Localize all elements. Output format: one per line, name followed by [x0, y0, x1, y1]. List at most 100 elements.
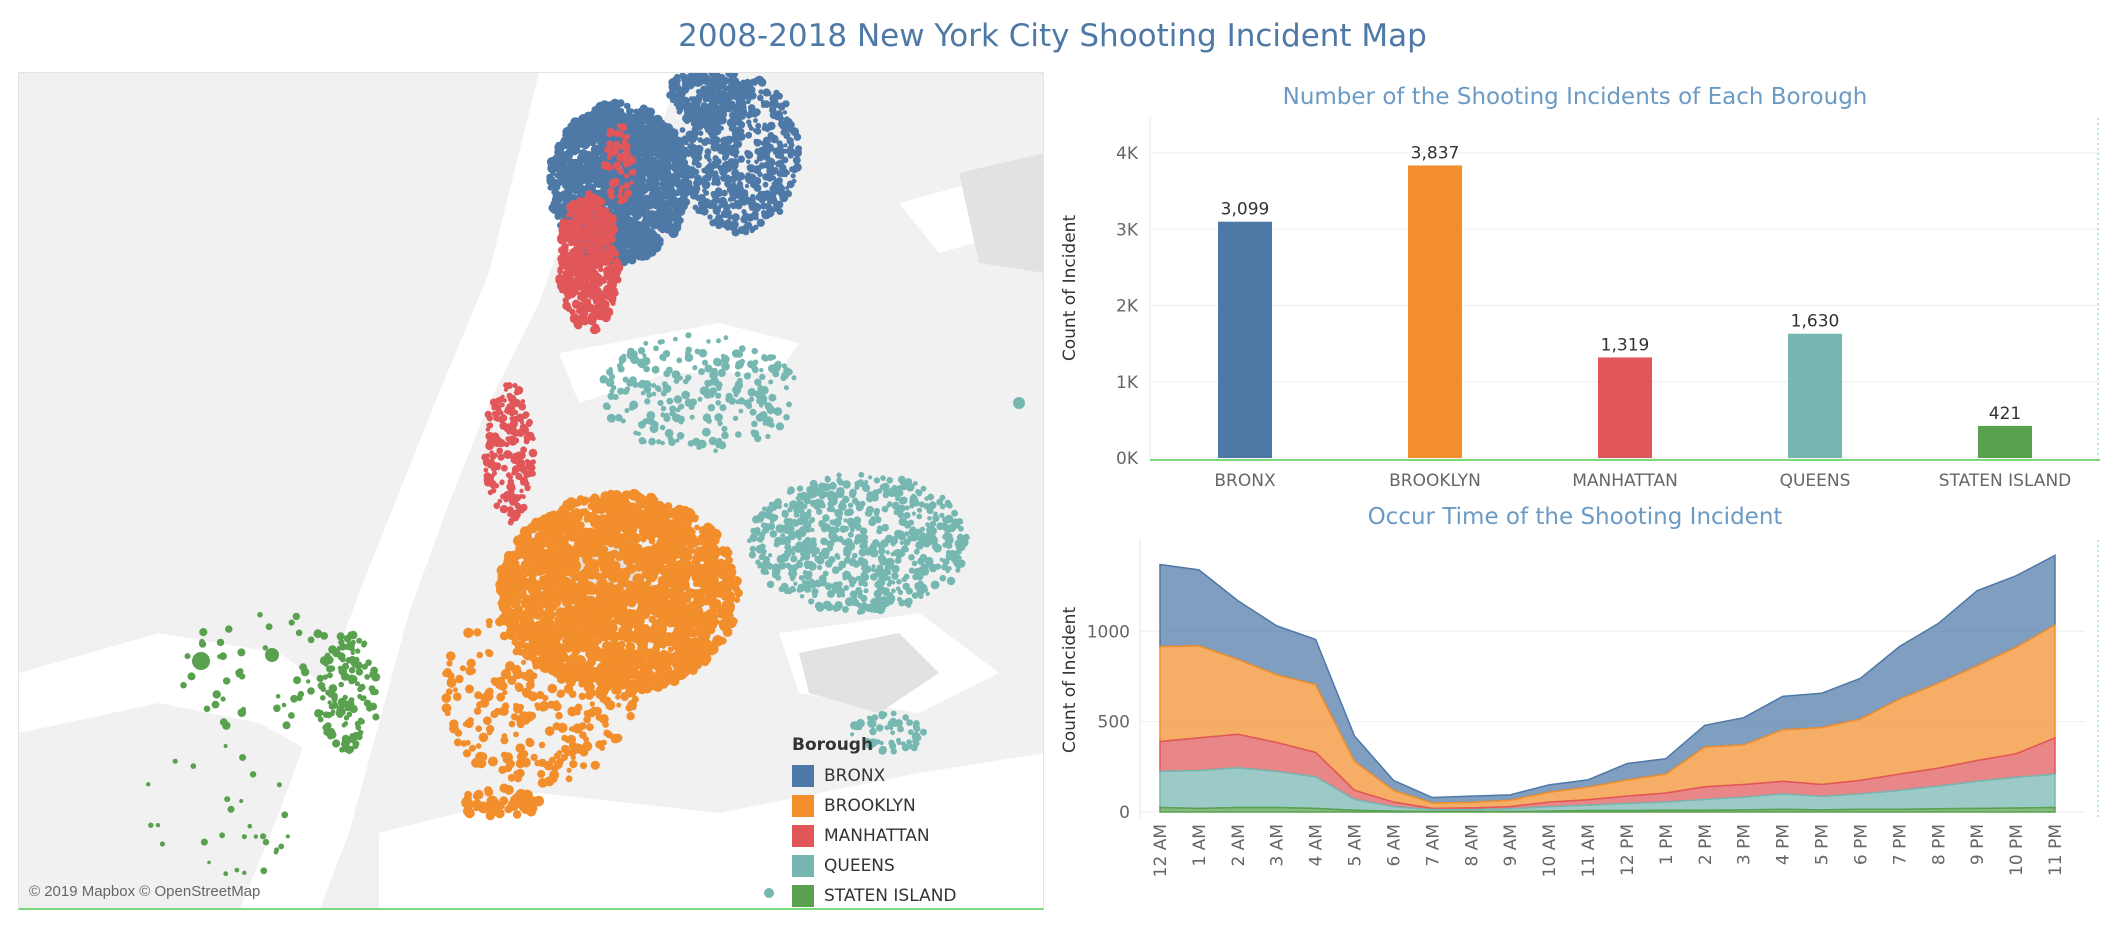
incident-point	[658, 122, 668, 131]
incident-point	[597, 177, 607, 187]
incident-point	[786, 137, 794, 145]
incident-point	[669, 213, 677, 222]
incident-point	[547, 584, 558, 595]
incident-point	[494, 483, 500, 489]
incident-point	[607, 489, 615, 498]
incident-point	[624, 143, 631, 149]
incident-point	[611, 295, 617, 301]
incident-point	[453, 738, 462, 747]
incident-point	[564, 184, 570, 190]
incident-point	[513, 389, 520, 396]
incident-point	[762, 181, 769, 188]
incident-point	[757, 171, 763, 178]
incident-point	[694, 524, 700, 531]
incident-point	[637, 183, 646, 191]
incident-point	[606, 140, 613, 147]
incident-point	[657, 660, 666, 669]
incident-point	[720, 141, 728, 150]
incident-point	[717, 94, 723, 100]
incident-point	[644, 159, 651, 167]
incident-point	[507, 675, 517, 685]
incident-point	[541, 523, 551, 533]
incident-point	[571, 171, 579, 179]
incident-point	[547, 184, 554, 191]
incident-point	[701, 138, 709, 146]
incident-point	[623, 594, 634, 605]
incident-point	[687, 183, 693, 189]
incident-point	[702, 73, 709, 80]
incident-point	[649, 219, 660, 230]
incident-point	[626, 712, 635, 721]
incident-point	[704, 524, 716, 536]
incident-point	[512, 430, 519, 437]
incident-point	[599, 665, 608, 674]
incident-point	[575, 317, 582, 324]
incident-point	[623, 182, 631, 190]
incident-point	[489, 398, 498, 407]
incident-point	[766, 199, 772, 205]
incident-point	[724, 219, 732, 227]
incident-point	[678, 89, 686, 98]
incident-point	[789, 166, 796, 173]
incident-point	[686, 151, 692, 157]
incident-point	[503, 441, 510, 448]
incident-point	[758, 146, 766, 154]
incident-point	[638, 143, 646, 152]
incident-point	[578, 692, 586, 700]
incident-point	[642, 527, 648, 534]
incident-point	[558, 252, 569, 264]
incident-point	[698, 90, 705, 97]
incident-point	[565, 775, 573, 783]
incident-point	[707, 214, 713, 220]
incident-point	[706, 589, 715, 598]
incident-point	[601, 229, 612, 241]
incident-point	[592, 244, 598, 251]
incident-point	[616, 702, 622, 708]
incident-point	[731, 213, 740, 222]
incident-point	[672, 206, 681, 214]
incident-point	[672, 659, 683, 671]
incident-point	[603, 270, 613, 280]
incident-point	[618, 617, 625, 625]
incident-point	[755, 165, 762, 171]
incident-point	[630, 147, 639, 156]
incident-point	[584, 222, 595, 233]
page-title: 2008-2018 New York City Shooting Inciden…	[678, 18, 1427, 54]
incident-point	[722, 209, 729, 217]
incident-point	[618, 580, 626, 589]
incident-point	[603, 627, 611, 635]
incident-point	[658, 160, 665, 167]
incident-point	[637, 581, 647, 591]
incident-points[interactable]	[146, 73, 1025, 898]
incident-point	[622, 549, 630, 557]
incident-point	[499, 505, 509, 514]
incident-point	[611, 549, 619, 557]
incident-point	[762, 153, 771, 161]
incident-point	[535, 649, 543, 656]
incident-point	[634, 648, 644, 658]
incident-point	[567, 154, 573, 160]
incident-point	[566, 183, 575, 192]
incident-point	[496, 447, 504, 455]
incident-point	[736, 172, 746, 181]
incident-point	[560, 190, 567, 198]
incident-point	[578, 249, 585, 256]
incident-point	[741, 104, 747, 110]
incident-point	[727, 84, 733, 90]
incident-point	[651, 231, 658, 238]
incident-point	[600, 614, 610, 624]
incident-point	[555, 274, 565, 283]
incident-point	[459, 665, 466, 672]
incident-point	[610, 513, 620, 523]
incident-point	[505, 583, 513, 590]
map-canvas[interactable]	[19, 73, 1044, 910]
incident-point	[630, 117, 639, 127]
incident-point	[722, 610, 734, 622]
incident-point	[749, 226, 756, 233]
incident-point	[718, 100, 726, 108]
incident-point	[632, 196, 639, 204]
shooting-incident-map[interactable]: © 2019 Mapbox © OpenStreetMap Borough BR…	[18, 72, 1044, 910]
incident-point	[706, 107, 716, 116]
incident-point	[779, 102, 785, 108]
incident-point	[559, 288, 565, 294]
